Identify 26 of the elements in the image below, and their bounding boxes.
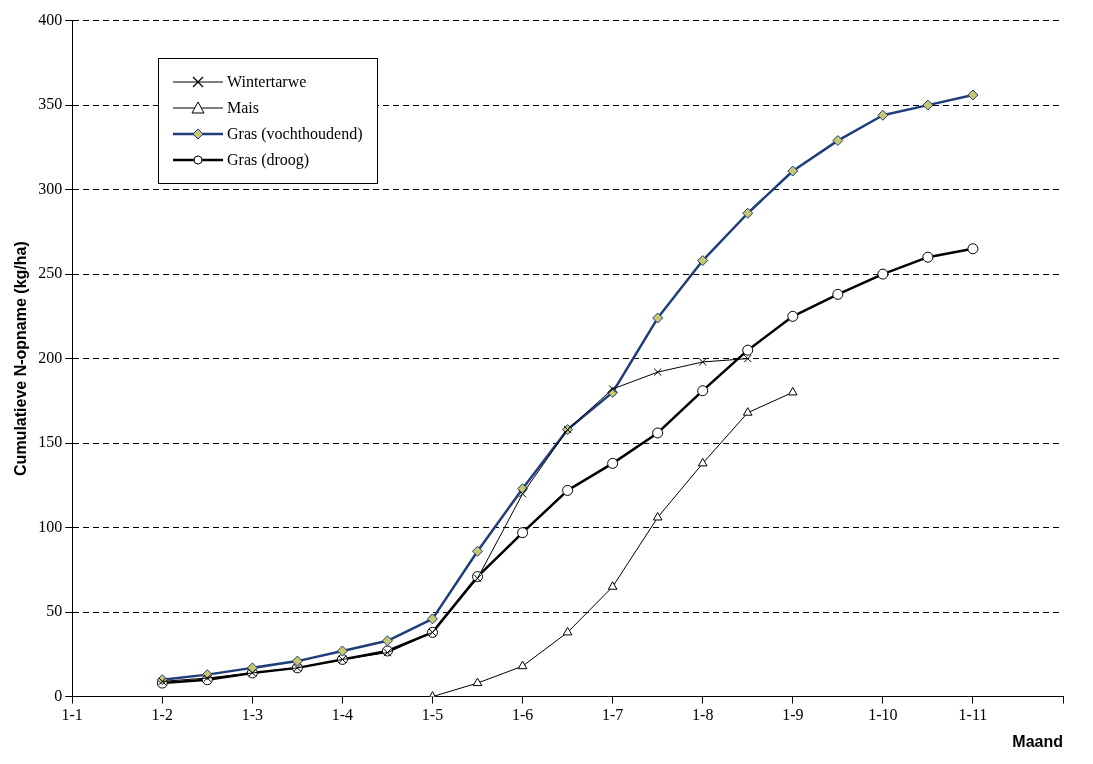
y-tick-label: 350 [38, 95, 63, 113]
x-tick-label: 1-3 [241, 706, 264, 724]
legend-label: Gras (droog) [227, 151, 310, 169]
x-tick-label: 1-10 [868, 706, 898, 724]
x-tick-label: 1-8 [692, 706, 714, 724]
y-tick-label: 150 [38, 433, 63, 451]
x-tick-label: 1-1 [61, 706, 83, 724]
x-tick-label: 1-11 [958, 706, 988, 724]
y-tick-label: 300 [38, 179, 63, 197]
x-tick-label: 1-7 [601, 706, 624, 724]
legend-label: Mais [227, 99, 259, 117]
x-tick-label: 1-5 [421, 706, 444, 724]
x-tick-label: 1-6 [511, 706, 534, 724]
x-tick-label: 1-2 [151, 706, 173, 724]
y-axis-title: Cumulatieve N-opname (kg/ha) [12, 241, 30, 476]
x-axis-title: Maand [1012, 732, 1063, 750]
legend-label: Gras (vochthoudend) [227, 125, 363, 143]
y-tick-label: 0 [54, 686, 63, 704]
y-tick-label: 250 [38, 264, 63, 282]
y-tick-label: 400 [38, 10, 63, 28]
y-tick-label: 200 [38, 348, 63, 366]
y-tick-label: 50 [46, 602, 63, 620]
legend-label: Wintertarwe [227, 73, 307, 91]
x-tick-label: 1-4 [331, 706, 354, 724]
x-tick-label: 1-9 [782, 706, 804, 724]
y-tick-label: 100 [38, 517, 63, 535]
